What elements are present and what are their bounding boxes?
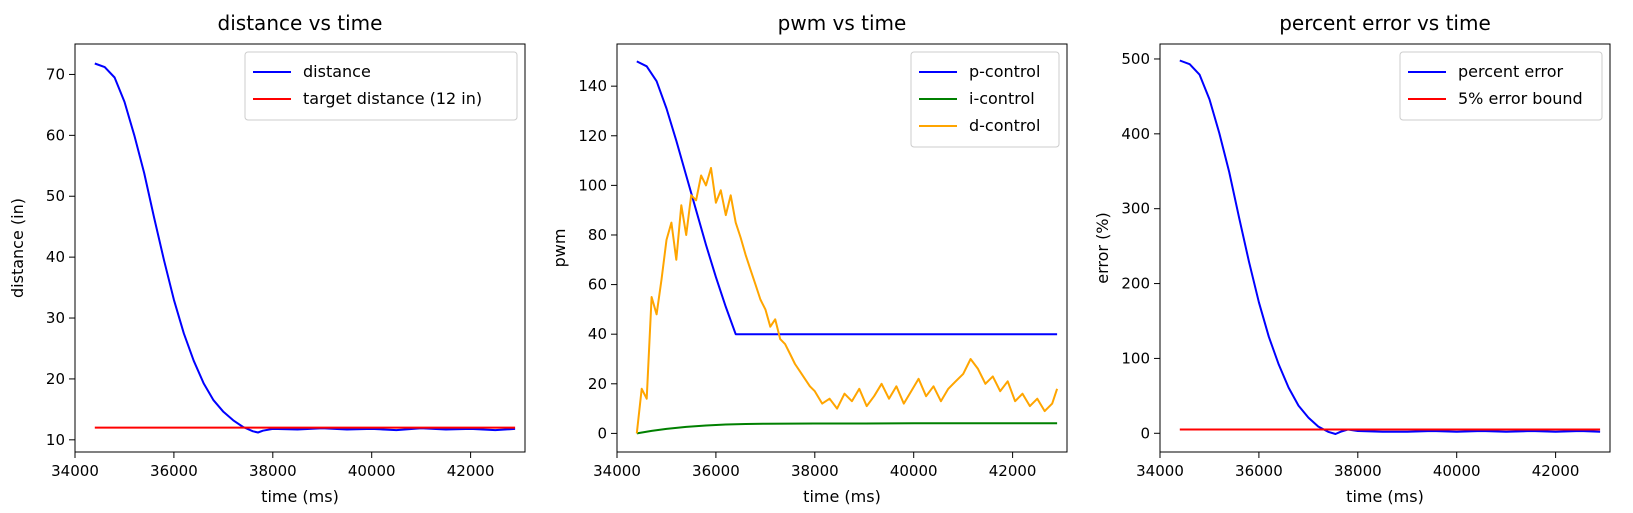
y-tick-label: 20 — [588, 375, 607, 393]
y-tick-label: 30 — [46, 309, 65, 327]
series-group — [1179, 59, 1601, 435]
plot-frame — [1159, 43, 1611, 453]
legend-label: p-control — [969, 62, 1040, 81]
legend-label: distance — [303, 62, 371, 81]
y-tick-label: 10 — [46, 431, 65, 449]
y-tick-label: 50 — [46, 187, 65, 205]
x-tick-label: 42000 — [447, 462, 495, 480]
plot-frame — [74, 43, 526, 453]
series-line-d-control — [635, 167, 1059, 434]
x-tick-label: 42000 — [1532, 462, 1580, 480]
y-tick-label: 140 — [578, 77, 607, 95]
x-tick-label: 38000 — [249, 462, 297, 480]
legend-label: i-control — [969, 89, 1035, 108]
x-tick-label: 40000 — [1433, 462, 1481, 480]
plot-frame — [616, 43, 1068, 453]
x-tick-label: 42000 — [989, 462, 1037, 480]
y-tick-label: 500 — [1121, 50, 1150, 68]
x-tick-label: 38000 — [791, 462, 839, 480]
x-tick-label: 38000 — [1334, 462, 1382, 480]
y-axis-label: distance (in) — [8, 198, 27, 298]
y-tick-label: 70 — [46, 65, 65, 83]
x-tick-label: 34000 — [1136, 462, 1184, 480]
y-tick-label: 400 — [1121, 125, 1150, 143]
y-axis-label: pwm — [550, 229, 569, 268]
legend-label: percent error — [1458, 62, 1564, 81]
y-tick-label: 0 — [597, 424, 607, 442]
x-tick-label: 36000 — [692, 462, 740, 480]
legend: percent error 5% error bound — [1399, 51, 1603, 121]
chart-title: pwm vs time — [778, 11, 907, 35]
y-tick-label: 60 — [588, 276, 607, 294]
y-tick-label: 300 — [1121, 200, 1150, 218]
chart-1: distance vs time time (ms) distance (in) 34… — [8, 11, 526, 506]
series-line-distance — [94, 62, 516, 434]
chart-title: percent error vs time — [1279, 11, 1491, 35]
chart-2: pwm vs time time (ms) pwm 34000 36000 38000 40… — [550, 11, 1068, 506]
legend-label: 5% error bound — [1458, 89, 1583, 108]
y-tick-label: 100 — [1121, 349, 1150, 367]
x-axis-label: time (ms) — [261, 487, 339, 506]
y-tick-label: 100 — [578, 176, 607, 194]
series-line-p-control — [636, 60, 1058, 336]
legend: distance target distance (12 in) — [244, 51, 518, 121]
x-axis-label: time (ms) — [803, 487, 881, 506]
x-tick-label: 34000 — [51, 462, 99, 480]
y-tick-label: 0 — [1140, 424, 1150, 442]
chart-3: percent error vs time time (ms) error (%) 3… — [1093, 11, 1611, 506]
y-tick-label: 200 — [1121, 275, 1150, 293]
y-tick-label: 40 — [588, 325, 607, 343]
legend: p-control i-control d-control — [910, 51, 1060, 148]
x-tick-label: 36000 — [150, 462, 198, 480]
x-axis-label: time (ms) — [1346, 487, 1424, 506]
y-tick-label: 20 — [46, 370, 65, 388]
chart-title: distance vs time — [218, 11, 383, 35]
legend-box — [244, 51, 518, 121]
x-tick-label: 36000 — [1235, 462, 1283, 480]
legend-box — [910, 51, 1060, 148]
y-tick-label: 80 — [588, 226, 607, 244]
legend-label: d-control — [969, 116, 1040, 135]
legend-box — [1399, 51, 1603, 121]
y-axis-label: error (%) — [1093, 212, 1112, 284]
x-tick-label: 40000 — [890, 462, 938, 480]
y-tick-label: 60 — [46, 126, 65, 144]
legend-label: target distance (12 in) — [303, 89, 482, 108]
y-tick-label: 120 — [578, 127, 607, 145]
x-tick-label: 34000 — [593, 462, 641, 480]
series-group — [635, 60, 1059, 435]
x-tick-label: 40000 — [348, 462, 396, 480]
y-tick-label: 40 — [46, 248, 65, 266]
series-group — [94, 62, 516, 434]
series-line-i-control — [636, 422, 1058, 435]
